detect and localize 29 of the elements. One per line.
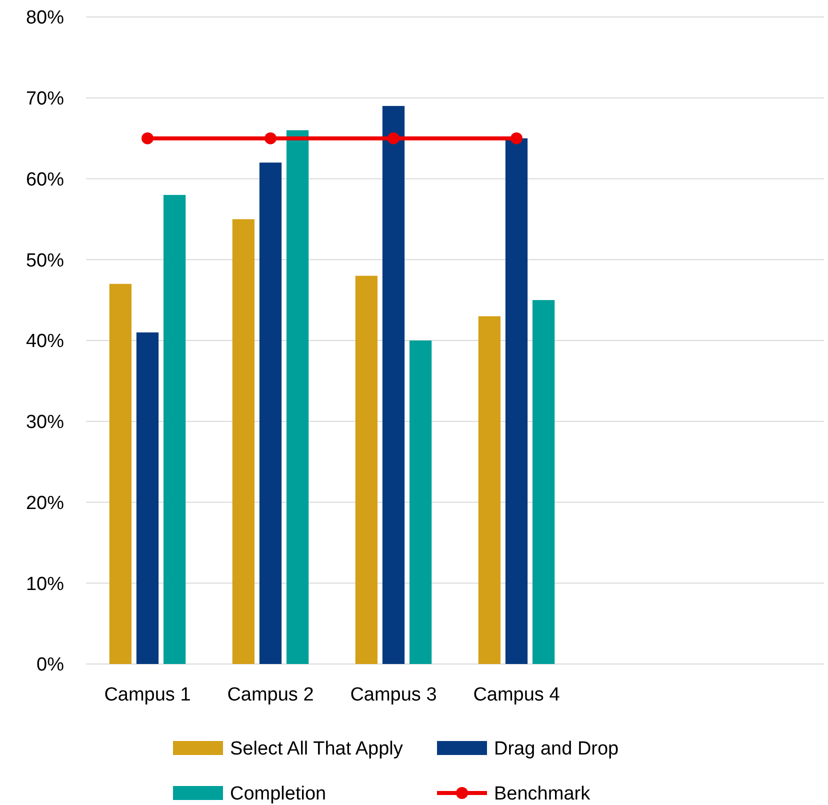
y-tick-label: 10% (26, 574, 64, 595)
bar (163, 194, 186, 664)
bar (259, 162, 282, 664)
bar (136, 332, 159, 664)
bar (355, 276, 378, 664)
bar (232, 219, 255, 664)
bar (532, 300, 555, 664)
bar (286, 130, 309, 664)
y-tick-label: 70% (26, 88, 64, 110)
y-tick-label: 60% (26, 169, 64, 190)
y-tick-label: 50% (26, 250, 64, 272)
y-tick-label: 80% (26, 8, 64, 29)
bar (505, 138, 528, 664)
y-tick-label: 0% (36, 654, 64, 676)
bar (478, 316, 501, 664)
bar (382, 106, 405, 664)
legend-label: Completion (230, 784, 326, 805)
y-tick-label: 20% (26, 492, 64, 514)
bar (109, 284, 132, 664)
bar (409, 340, 432, 664)
y-tick-label: 30% (26, 412, 64, 434)
legend-label: Drag and Drop (494, 738, 619, 760)
y-tick-label: 40% (26, 331, 64, 352)
x-tick-label: Campus 4 (473, 684, 560, 706)
x-tick-label: Campus 1 (104, 684, 191, 706)
legend-label: Select All That Apply (230, 738, 404, 760)
x-tick-label: Campus 2 (227, 684, 314, 706)
x-tick-label: Campus 3 (350, 684, 437, 706)
legend-label: Benchmark (494, 784, 591, 805)
